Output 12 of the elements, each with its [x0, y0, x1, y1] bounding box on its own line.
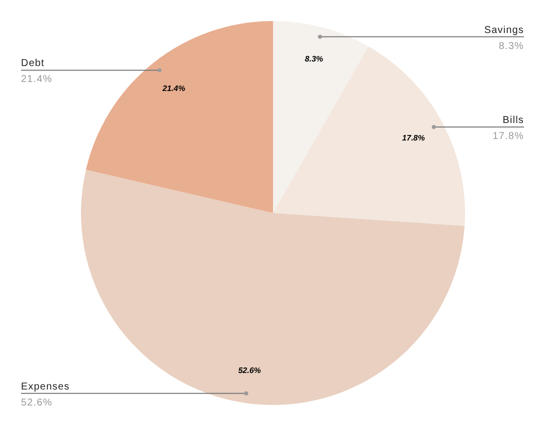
data-label: 52.6% [238, 366, 261, 376]
slice-label: Expenses [21, 381, 70, 392]
slice-label: Bills [502, 114, 524, 126]
text: 17.8% [492, 130, 524, 142]
text: 21.4% [21, 74, 52, 86]
data-label: 8.3% [304, 54, 324, 64]
slice-label: Debt [21, 58, 45, 70]
text: 8.3% [498, 40, 524, 52]
data-label: 21.4% [161, 84, 186, 93]
text: 52.6% [21, 397, 52, 408]
slice-label: Savings [484, 24, 524, 36]
data-label: 17.8% [402, 133, 425, 142]
